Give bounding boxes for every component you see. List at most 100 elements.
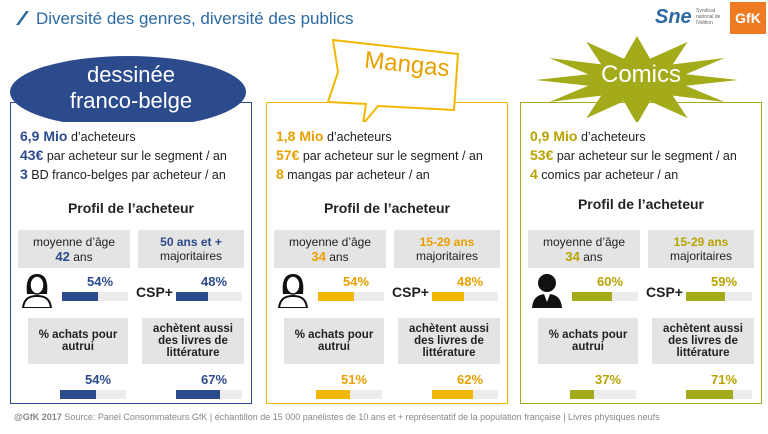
share-box: % achats pour autrui bbox=[284, 318, 384, 364]
panel-heading-shape bbox=[535, 36, 739, 122]
title-icon bbox=[16, 11, 29, 25]
bar-label: 37% bbox=[594, 372, 622, 387]
stat-figure: 3 bbox=[20, 166, 28, 182]
heading-line: Comics bbox=[600, 61, 681, 88]
stat-text: d’acheteurs bbox=[326, 130, 392, 144]
stat-line: 4 comics par acheteur / an bbox=[530, 166, 678, 182]
panel-heading: dessinée franco-belge bbox=[10, 62, 252, 114]
heading-ellipse bbox=[10, 56, 246, 122]
bar bbox=[686, 292, 725, 301]
stat-figure: 0,9 Mio bbox=[530, 128, 578, 144]
age-box: moyenne d’âge 34 ans bbox=[528, 230, 640, 268]
stat-figure: 6,9 Mio bbox=[20, 128, 68, 144]
title: Diversité des genres, diversité des publ… bbox=[36, 9, 354, 28]
bar-label: 54% bbox=[342, 274, 370, 289]
age-value: 34 bbox=[565, 248, 580, 264]
stat-text: comics par acheteur / an bbox=[541, 168, 679, 182]
bar bbox=[176, 390, 221, 399]
bar-track bbox=[176, 292, 242, 301]
age-unit: ans bbox=[329, 249, 349, 264]
bar-label: 71% bbox=[710, 372, 738, 387]
profile-title: Profil de l’acheteur bbox=[323, 200, 451, 216]
heading-line: franco-belge bbox=[69, 88, 193, 113]
stat-line: 3 BD franco-belges par acheteur / an bbox=[20, 166, 226, 182]
bar-track bbox=[316, 390, 382, 399]
majority-caption: majoritaires bbox=[159, 249, 222, 263]
majority: 50 ans et + bbox=[160, 235, 222, 249]
bar-track bbox=[318, 292, 384, 301]
stat-line: 8 mangas par acheteur / an bbox=[276, 166, 430, 182]
bar-track bbox=[572, 292, 638, 301]
also-label: achètent aussi des livres de littérature bbox=[409, 323, 489, 359]
majority-box: 15-29 ans majoritaires bbox=[648, 230, 754, 268]
majority-caption: majoritaires bbox=[669, 249, 732, 263]
bar bbox=[432, 292, 464, 301]
bar-track bbox=[686, 390, 752, 399]
stat-line: 6,9 Mio d’acheteurs bbox=[20, 128, 136, 144]
bar-track bbox=[432, 292, 498, 301]
csp-label: CSP+ bbox=[646, 284, 683, 300]
share-box: % achats pour autrui bbox=[28, 318, 128, 364]
also-box: achètent aussi des livres de littérature bbox=[398, 318, 500, 364]
stat-figure: 4 bbox=[530, 166, 538, 182]
stat-line: 0,9 Mio d’acheteurs bbox=[530, 128, 646, 144]
majority: 15-29 ans bbox=[419, 235, 475, 249]
bar bbox=[570, 390, 595, 399]
majority: 15-29 ans bbox=[673, 235, 729, 249]
footer: @GfK 2017 Source: Panel Consommateurs Gf… bbox=[14, 412, 660, 422]
stat-text: par acheteur sur le segment / an bbox=[46, 149, 227, 163]
share-label: % achats pour autrui bbox=[294, 329, 374, 353]
footer-owner: @GfK 2017 bbox=[14, 412, 62, 422]
stat-text: mangas par acheteur / an bbox=[287, 168, 430, 182]
age-label: moyenne d’âge bbox=[32, 234, 116, 249]
age-label: moyenne d’âge bbox=[542, 234, 626, 249]
stat-text: d’acheteurs bbox=[70, 130, 136, 144]
bar bbox=[572, 292, 612, 301]
gfk-logo: GfK bbox=[730, 2, 766, 34]
bar-label: 54% bbox=[86, 274, 114, 289]
csp-label: CSP+ bbox=[136, 284, 173, 300]
bar-track bbox=[432, 390, 498, 399]
stat-text: par acheteur sur le segment / an bbox=[556, 149, 737, 163]
share-label: % achats pour autrui bbox=[38, 329, 118, 353]
also-box: achètent aussi des livres de littérature bbox=[652, 318, 754, 364]
person-icon bbox=[532, 274, 562, 308]
heading-bubble bbox=[326, 38, 460, 122]
age-unit: ans bbox=[73, 249, 93, 264]
panel-heading: Comics bbox=[520, 62, 762, 88]
bar bbox=[686, 390, 733, 399]
icon-head bbox=[538, 274, 556, 292]
bar-track bbox=[686, 292, 752, 301]
sne-caption: Syndicat national de l'édition bbox=[696, 8, 721, 26]
sne-logo: Sne bbox=[655, 6, 692, 28]
age-value: 34 bbox=[311, 248, 326, 264]
profile-title: Profil de l’acheteur bbox=[67, 200, 195, 216]
age-value-line: 42 ans bbox=[18, 249, 130, 264]
bar bbox=[176, 292, 208, 301]
bar bbox=[318, 292, 354, 301]
majority-box: 15-29 ans majoritaires bbox=[394, 230, 500, 268]
bar-track bbox=[570, 390, 636, 399]
bar-label: 67% bbox=[200, 372, 228, 387]
age-value-line: 34 ans bbox=[528, 249, 640, 264]
bar-label: 48% bbox=[200, 274, 228, 289]
also-label: achètent aussi des livres de littérature bbox=[663, 323, 743, 359]
csp-label: CSP+ bbox=[392, 284, 429, 300]
stat-text: BD franco-belges par acheteur / an bbox=[31, 168, 226, 182]
stat-figure: 57€ bbox=[276, 147, 300, 163]
majority-box: 50 ans et + majoritaires bbox=[138, 230, 244, 268]
heading-line: dessinée bbox=[86, 62, 176, 87]
bar bbox=[432, 390, 473, 399]
footer-text: Source: Panel Consommateurs GfK | échant… bbox=[64, 412, 660, 422]
icon-face bbox=[29, 275, 45, 295]
stat-figure: 1,8 Mio bbox=[276, 128, 324, 144]
age-box: moyenne d’âge 42 ans bbox=[18, 230, 130, 268]
bar-track bbox=[62, 292, 128, 301]
majority-caption: majoritaires bbox=[415, 249, 478, 263]
bar-track bbox=[176, 390, 242, 399]
stat-line: 57€ par acheteur sur le segment / an bbox=[276, 147, 483, 163]
age-label: moyenne d’âge bbox=[288, 234, 372, 249]
icon-collar bbox=[544, 294, 550, 302]
bar-track bbox=[60, 390, 126, 399]
